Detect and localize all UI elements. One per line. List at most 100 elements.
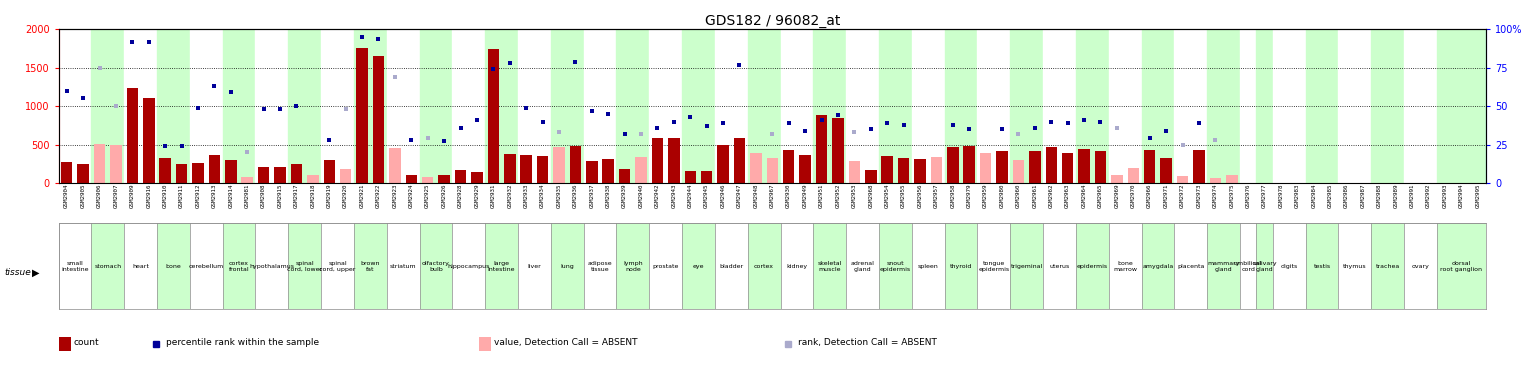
- Bar: [206, 29, 223, 183]
- Bar: [453, 223, 485, 309]
- Bar: [387, 29, 403, 183]
- Text: GSM2949: GSM2949: [802, 183, 807, 208]
- Text: GSM2942: GSM2942: [654, 183, 661, 208]
- Bar: [912, 223, 944, 309]
- Text: GSM2984: GSM2984: [1311, 183, 1317, 208]
- Bar: [1046, 147, 1056, 183]
- Bar: [553, 147, 565, 183]
- Bar: [665, 29, 682, 183]
- Text: snout
epidermis: snout epidermis: [879, 261, 912, 272]
- Text: spinal
cord, upper: spinal cord, upper: [319, 261, 356, 272]
- Bar: [419, 223, 453, 309]
- Text: GSM2936: GSM2936: [573, 183, 578, 208]
- Text: liver: liver: [528, 264, 541, 269]
- Text: GSM2938: GSM2938: [605, 183, 611, 208]
- Text: GSM2987: GSM2987: [1360, 183, 1366, 208]
- Text: kidney: kidney: [787, 264, 807, 269]
- Bar: [256, 223, 288, 309]
- Text: adrenal
gland: adrenal gland: [850, 261, 875, 272]
- Text: testis: testis: [1314, 264, 1331, 269]
- Bar: [1207, 223, 1240, 309]
- Bar: [337, 29, 354, 183]
- Bar: [845, 29, 862, 183]
- Text: striatum: striatum: [390, 264, 416, 269]
- Text: trigeminal: trigeminal: [1010, 264, 1043, 269]
- Bar: [636, 157, 647, 183]
- Bar: [62, 162, 72, 183]
- Text: ▶: ▶: [32, 268, 40, 278]
- Text: GSM2995: GSM2995: [1475, 183, 1480, 208]
- Bar: [160, 158, 171, 183]
- Text: GSM2907: GSM2907: [114, 183, 119, 208]
- Text: hippocampus: hippocampus: [448, 264, 490, 269]
- Bar: [1177, 176, 1189, 183]
- Bar: [306, 175, 319, 183]
- Text: GSM2906: GSM2906: [97, 183, 102, 208]
- Text: GSM2957: GSM2957: [933, 183, 939, 208]
- Text: GSM2933: GSM2933: [524, 183, 528, 208]
- Text: GSM2925: GSM2925: [425, 183, 430, 208]
- Text: GSM2985: GSM2985: [1327, 183, 1332, 208]
- Text: GSM2986: GSM2986: [1344, 183, 1349, 208]
- Bar: [978, 29, 993, 183]
- Text: GSM2983: GSM2983: [1295, 183, 1300, 208]
- Text: GSM2947: GSM2947: [738, 183, 742, 208]
- Text: GSM2953: GSM2953: [852, 183, 856, 208]
- Text: GSM2988: GSM2988: [1377, 183, 1381, 208]
- Bar: [1437, 223, 1486, 309]
- Text: cortex
frontal: cortex frontal: [229, 261, 249, 272]
- Bar: [223, 223, 256, 309]
- Text: GSM2954: GSM2954: [884, 183, 890, 208]
- Text: GSM2915: GSM2915: [277, 183, 282, 208]
- Text: bladder: bladder: [719, 264, 744, 269]
- Text: GSM2913: GSM2913: [213, 183, 217, 208]
- Text: epidermis: epidermis: [1076, 264, 1107, 269]
- Text: GSM2943: GSM2943: [671, 183, 676, 208]
- Text: cerebellum: cerebellum: [188, 264, 223, 269]
- Bar: [1420, 29, 1437, 183]
- Bar: [1127, 168, 1140, 183]
- Bar: [732, 29, 748, 183]
- Text: GSM2928: GSM2928: [457, 183, 464, 208]
- Bar: [517, 223, 551, 309]
- Bar: [111, 145, 122, 183]
- Bar: [422, 177, 433, 183]
- Bar: [602, 159, 614, 183]
- Text: GSM2965: GSM2965: [1098, 183, 1103, 208]
- Bar: [174, 29, 189, 183]
- Text: GSM2932: GSM2932: [507, 183, 513, 208]
- Text: GSM2980: GSM2980: [999, 183, 1004, 208]
- Bar: [77, 164, 89, 183]
- Text: GSM2993: GSM2993: [1443, 183, 1448, 208]
- Bar: [733, 138, 745, 183]
- Bar: [961, 29, 978, 183]
- Text: GSM2989: GSM2989: [1394, 183, 1398, 208]
- Bar: [291, 164, 302, 183]
- Bar: [668, 138, 679, 183]
- Bar: [748, 223, 781, 309]
- Bar: [453, 29, 468, 183]
- Text: GSM2946: GSM2946: [721, 183, 725, 208]
- Bar: [323, 160, 336, 183]
- Bar: [944, 223, 978, 309]
- Text: GSM2970: GSM2970: [1130, 183, 1137, 208]
- Bar: [108, 29, 125, 183]
- Bar: [781, 223, 813, 309]
- Text: GSM2914: GSM2914: [228, 183, 234, 208]
- Text: GSM2968: GSM2968: [869, 183, 873, 208]
- Text: ovary: ovary: [1412, 264, 1429, 269]
- Bar: [1355, 29, 1371, 183]
- Text: amygdala: amygdala: [1143, 264, 1173, 269]
- Text: GSM2973: GSM2973: [1197, 183, 1201, 208]
- Text: GSM2969: GSM2969: [1115, 183, 1120, 208]
- Text: percentile rank within the sample: percentile rank within the sample: [166, 338, 319, 347]
- Bar: [715, 223, 748, 309]
- Text: GSM2966: GSM2966: [1147, 183, 1152, 208]
- Bar: [1272, 223, 1306, 309]
- Text: GSM2924: GSM2924: [408, 183, 414, 208]
- Bar: [1388, 29, 1404, 183]
- Bar: [947, 147, 958, 183]
- Bar: [865, 169, 876, 183]
- Bar: [978, 223, 1010, 309]
- Bar: [1063, 153, 1073, 183]
